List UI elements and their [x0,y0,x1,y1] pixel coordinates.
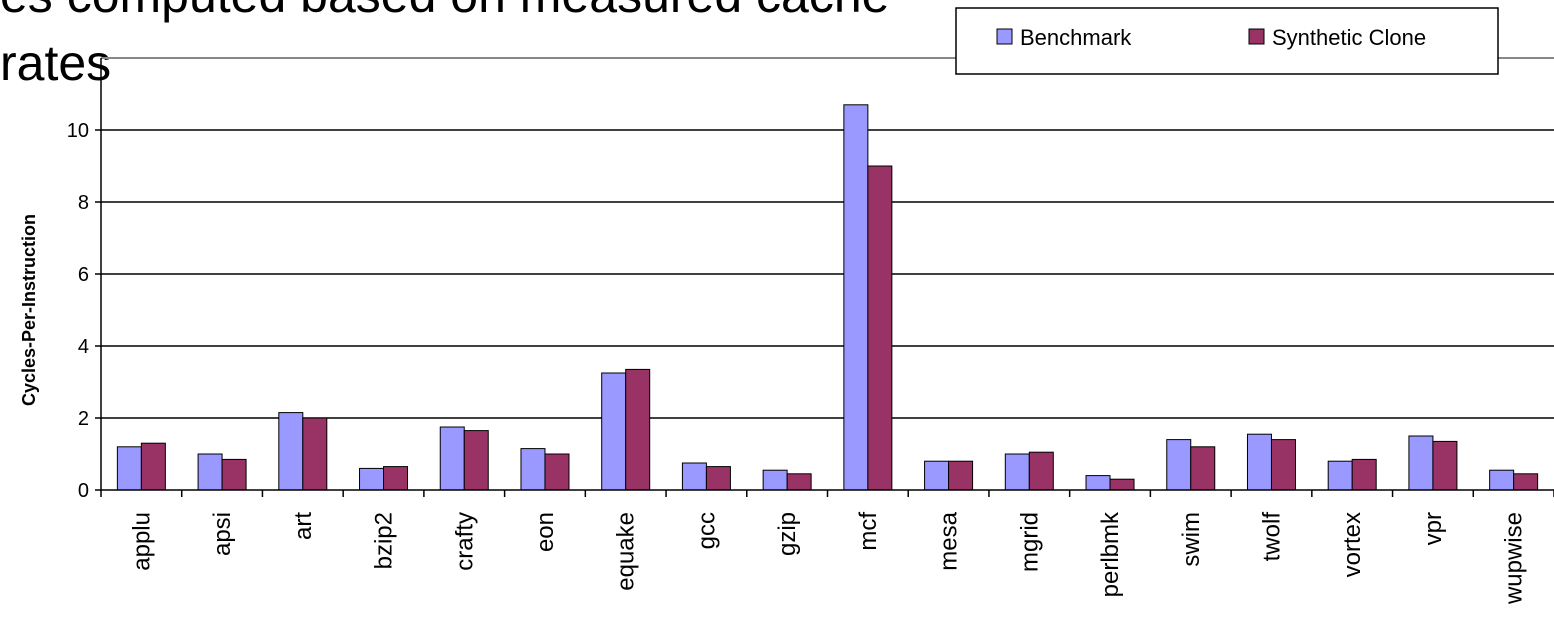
x-tick-label: twolf [1258,512,1285,562]
bar-synthetic-clone-gcc [705,466,731,491]
x-tick-label: eon [532,512,559,552]
bar-benchmark-applu [116,446,142,491]
bar-benchmark-bzip2 [359,467,385,491]
slide-title-line2: rates [0,35,112,90]
bar-benchmark-twolf [1246,433,1272,491]
y-tick-label: 6 [78,264,89,286]
bar-synthetic-clone-mcf [867,165,893,491]
x-tick-label: vortex [1339,512,1366,577]
axes: 0 2 4 6 8 10 applu apsi art bzip2 crafty eon equake g… [67,58,1554,605]
x-tick-label: applu [128,512,155,571]
y-tick-label: 4 [78,336,89,358]
bar-synthetic-clone-applu [140,442,166,491]
bar-benchmark-gzip [762,469,788,491]
legend-swatch-synthetic-clone [1248,28,1265,45]
y-tick-label: 10 [67,120,89,142]
bar-synthetic-clone-vpr [1432,440,1458,491]
bar-benchmark-mgrid [1004,453,1030,491]
x-tick-label: perlbmk [1097,511,1124,597]
bar-benchmark-apsi [197,453,223,491]
gridlines [101,57,1554,419]
bar-benchmark-crafty [439,426,465,491]
slide-title-line1: es computed based on measured cache [0,0,889,24]
bar-synthetic-clone-twolf [1270,439,1296,491]
x-tick-label: equake [613,512,640,591]
legend-box [955,7,1499,75]
bar-synthetic-clone-mgrid [1028,451,1054,491]
bar-synthetic-clone-mesa [948,460,974,491]
bar-synthetic-clone-apsi [221,458,247,491]
bar-synthetic-clone-equake [625,368,651,491]
x-tick-label: swim [1178,512,1205,567]
bar-synthetic-clone-gzip [786,473,812,491]
y-axis-label: Cycles-Per-Instruction [19,214,39,406]
x-tick-label: gcc [693,512,720,549]
x-tick-label: mesa [936,511,963,570]
bars [116,104,1539,491]
legend-label-synthetic-clone: Synthetic Clone [1272,25,1426,50]
x-tick-label: mgrid [1016,512,1043,572]
legend-swatch-benchmark [996,28,1013,45]
bar-benchmark-swim [1166,439,1192,491]
bar-benchmark-gcc [681,462,707,491]
y-tick-label: 8 [78,192,89,214]
x-tick-label: mcf [855,512,882,551]
y-tick-label: 2 [78,408,89,430]
bar-benchmark-mesa [924,460,950,491]
bar-synthetic-clone-vortex [1351,458,1377,491]
bar-benchmark-eon [520,448,546,491]
x-tick-label: wupwise [1501,512,1528,605]
bar-synthetic-clone-perlbmk [1109,478,1135,491]
x-tick-label: gzip [774,512,801,556]
bar-synthetic-clone-swim [1190,446,1216,491]
bar-synthetic-clone-bzip2 [383,466,409,491]
legend-label-benchmark: Benchmark [1020,25,1132,50]
bar-benchmark-vortex [1327,460,1353,491]
bar-synthetic-clone-art [302,417,328,491]
bar-synthetic-clone-eon [544,453,570,491]
legend: Benchmark Synthetic Clone [955,7,1499,75]
bar-benchmark-equake [601,372,627,491]
bar-benchmark-art [278,412,304,491]
bar-benchmark-wupwise [1489,469,1515,491]
slide-title: es computed based on measured cache rate… [0,0,960,90]
bar-benchmark-mcf [843,104,869,491]
y-tick-label: 0 [78,480,89,502]
x-tick-label: apsi [209,512,236,556]
x-tick-label: bzip2 [371,512,398,569]
bar-synthetic-clone-crafty [463,430,489,491]
x-tick-label: crafty [451,512,478,571]
x-tick-label: art [290,512,317,540]
x-tick-label: vpr [1420,512,1447,545]
bar-synthetic-clone-wupwise [1513,473,1539,491]
bar-benchmark-vpr [1408,435,1434,491]
bar-benchmark-perlbmk [1085,475,1111,491]
